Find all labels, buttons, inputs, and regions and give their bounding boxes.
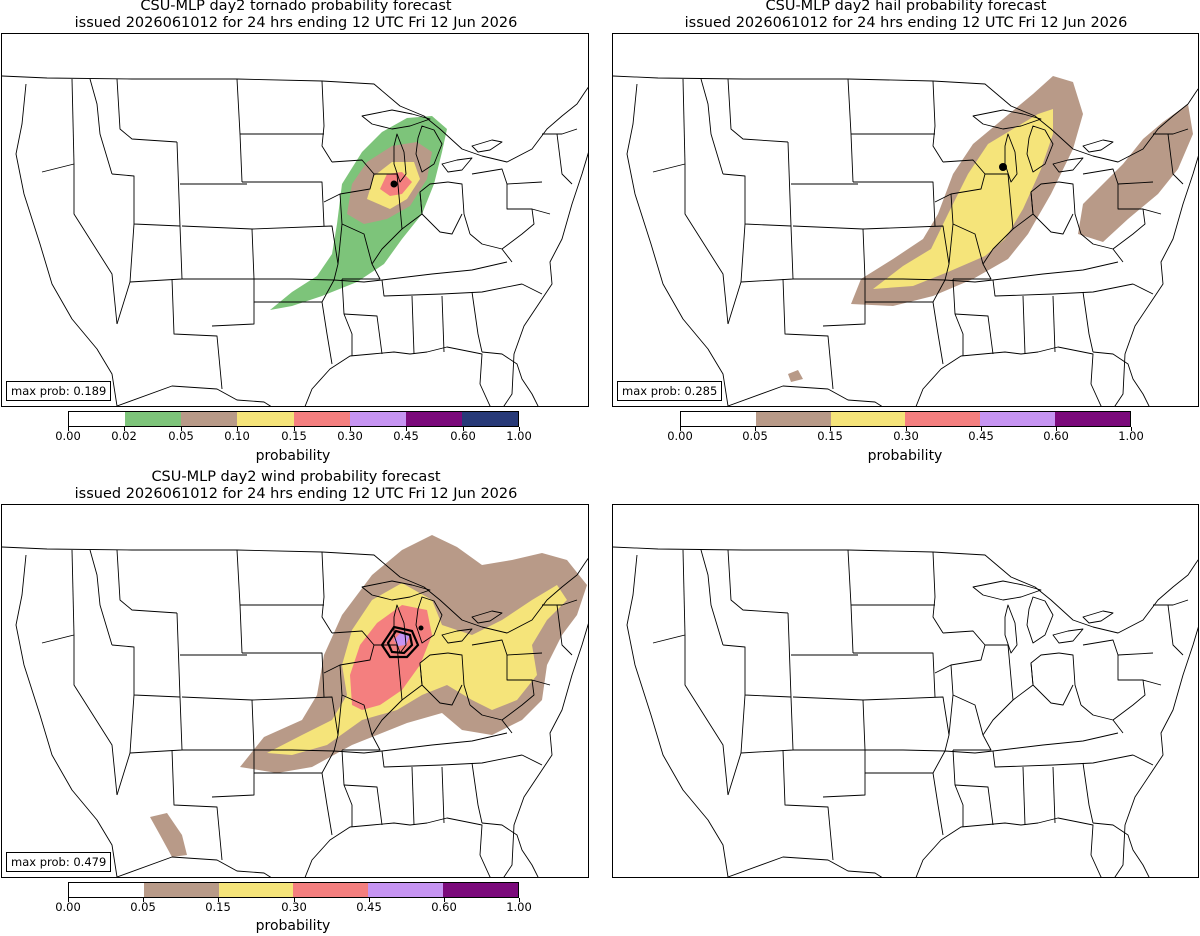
tornado-prob-shading xyxy=(270,116,447,310)
hail-title-line1: CSU-MLP day2 hail probability forecast xyxy=(765,0,1047,14)
hail-colorbar-tickmark xyxy=(981,427,982,431)
tornado-colorbar-tickmark xyxy=(237,427,238,431)
hail-colorbar-segment xyxy=(905,412,981,426)
wind-map xyxy=(2,535,588,877)
tornado-colorbar-tick-label: 0.00 xyxy=(55,429,81,443)
wind-title: CSU-MLP day2 wind probability forecast i… xyxy=(2,469,590,503)
tornado-colorbar-segment xyxy=(125,412,182,426)
tornado-colorbar-tick-label: 0.15 xyxy=(281,429,307,443)
wind-colorbar-segment xyxy=(143,883,219,897)
hail-colorbar-tick-label: 0.15 xyxy=(817,429,843,443)
tornado-colorbar-segment xyxy=(237,412,294,426)
hail-max-prob: max prob: 0.285 xyxy=(617,381,723,401)
tornado-colorbar-tick-label: 0.05 xyxy=(168,429,194,443)
blank-map xyxy=(613,546,1198,877)
tornado-colorbar-segment xyxy=(349,412,406,426)
wind-colorbar-tick-label: 0.05 xyxy=(130,900,156,914)
wind-colorbar-tickmark xyxy=(68,898,69,902)
wind-colorbar-tickmark xyxy=(143,898,144,902)
blank-map-panel xyxy=(612,504,1199,878)
wind-colorbar-label: probability xyxy=(255,918,331,934)
hail-colorbar-tickmark xyxy=(830,427,831,431)
hail-map-panel: max prob: 0.285 xyxy=(612,33,1199,407)
wind-colorbar-segment xyxy=(218,883,294,897)
hail-colorbar-segment xyxy=(755,412,831,426)
wind-colorbar-tick-label: 1.00 xyxy=(506,900,532,914)
wind-colorbar-tickmark xyxy=(369,898,370,902)
hail-colorbar-tickmark xyxy=(680,427,681,431)
wind-prob-shading xyxy=(150,535,587,857)
wind-colorbar-tick-label: 0.00 xyxy=(55,900,81,914)
tornado-colorbar-tickmark xyxy=(463,427,464,431)
hail-colorbar-segment xyxy=(980,412,1056,426)
wind-colorbar-segment xyxy=(443,883,518,897)
hail-colorbar-segment xyxy=(681,412,756,426)
wind-colorbar-tickmark xyxy=(294,898,295,902)
hail-colorbar-tick-label: 1.00 xyxy=(1118,429,1144,443)
wind-colorbar-segment xyxy=(293,883,369,897)
tornado-colorbar-label: probability xyxy=(255,448,331,464)
tornado-colorbar-tick-label: 0.60 xyxy=(450,429,476,443)
hail-colorbar-segment xyxy=(830,412,906,426)
hail-colorbar-label: probability xyxy=(867,448,943,464)
hail-colorbar-tickmark xyxy=(1056,427,1057,431)
hail-map xyxy=(613,75,1198,406)
tornado-colorbar-tickmark xyxy=(294,427,295,431)
tornado-colorbar-segment xyxy=(69,412,126,426)
tornado-colorbar-tick-label: 0.10 xyxy=(224,429,250,443)
tornado-colorbar-tick-label: 0.30 xyxy=(337,429,363,443)
tornado-colorbar-tickmark xyxy=(68,427,69,431)
wind-title-line1: CSU-MLP day2 wind probability forecast xyxy=(151,469,441,485)
tornado-colorbar-tickmark xyxy=(124,427,125,431)
tornado-title-line2: issued 2026061012 for 24 hrs ending 12 U… xyxy=(74,15,518,31)
tornado-colorbar-segment xyxy=(461,412,518,426)
tornado-colorbar-tickmark xyxy=(519,427,520,431)
wind-title-line2: issued 2026061012 for 24 hrs ending 12 U… xyxy=(74,486,518,502)
tornado-map xyxy=(2,75,588,406)
wind-colorbar-segment xyxy=(69,883,144,897)
wind-max-prob: max prob: 0.479 xyxy=(6,852,112,872)
tornado-colorbar-segment xyxy=(293,412,350,426)
tornado-map-panel: max prob: 0.189 xyxy=(1,33,589,407)
wind-colorbar-tick-label: 0.60 xyxy=(431,900,457,914)
tornado-title: CSU-MLP day2 tornado probability forecas… xyxy=(2,0,590,32)
wind-map-panel: max prob: 0.479 xyxy=(1,504,589,878)
wind-colorbar-tickmark xyxy=(519,898,520,902)
hail-colorbar-tickmark xyxy=(755,427,756,431)
wind-colorbar-tickmark xyxy=(444,898,445,902)
wind-colorbar-segment xyxy=(368,883,444,897)
tornado-max-prob: max prob: 0.189 xyxy=(6,381,112,401)
tornado-colorbar-tick-label: 1.00 xyxy=(506,429,532,443)
hail-colorbar-tickmark xyxy=(906,427,907,431)
tornado-colorbar-segment xyxy=(181,412,238,426)
tornado-colorbar xyxy=(68,411,519,427)
hail-colorbar-segment xyxy=(1055,412,1130,426)
wind-colorbar-tick-label: 0.15 xyxy=(205,900,231,914)
wind-colorbar-tick-label: 0.45 xyxy=(356,900,382,914)
hail-colorbar-tickmark xyxy=(1131,427,1132,431)
tornado-colorbar-tickmark xyxy=(350,427,351,431)
wind-colorbar xyxy=(68,882,519,898)
hail-colorbar-tick-label: 0.45 xyxy=(968,429,994,443)
tornado-colorbar-tick-label: 0.45 xyxy=(393,429,419,443)
tornado-colorbar-tick-label: 0.02 xyxy=(111,429,137,443)
tornado-title-line1: CSU-MLP day2 tornado probability forecas… xyxy=(140,0,452,14)
hail-title-line2: issued 2026061012 for 24 hrs ending 12 U… xyxy=(684,15,1128,31)
tornado-colorbar-segment xyxy=(405,412,462,426)
hail-colorbar xyxy=(680,411,1131,427)
tornado-colorbar-tickmark xyxy=(181,427,182,431)
hail-colorbar-tick-label: 0.60 xyxy=(1043,429,1069,443)
hail-colorbar-tick-label: 0.00 xyxy=(667,429,693,443)
hail-colorbar-tick-label: 0.30 xyxy=(893,429,919,443)
hail-title: CSU-MLP day2 hail probability forecast i… xyxy=(612,0,1200,32)
wind-colorbar-tick-label: 0.30 xyxy=(281,900,307,914)
tornado-colorbar-tickmark xyxy=(406,427,407,431)
hail-colorbar-tick-label: 0.05 xyxy=(742,429,768,443)
wind-colorbar-tickmark xyxy=(218,898,219,902)
